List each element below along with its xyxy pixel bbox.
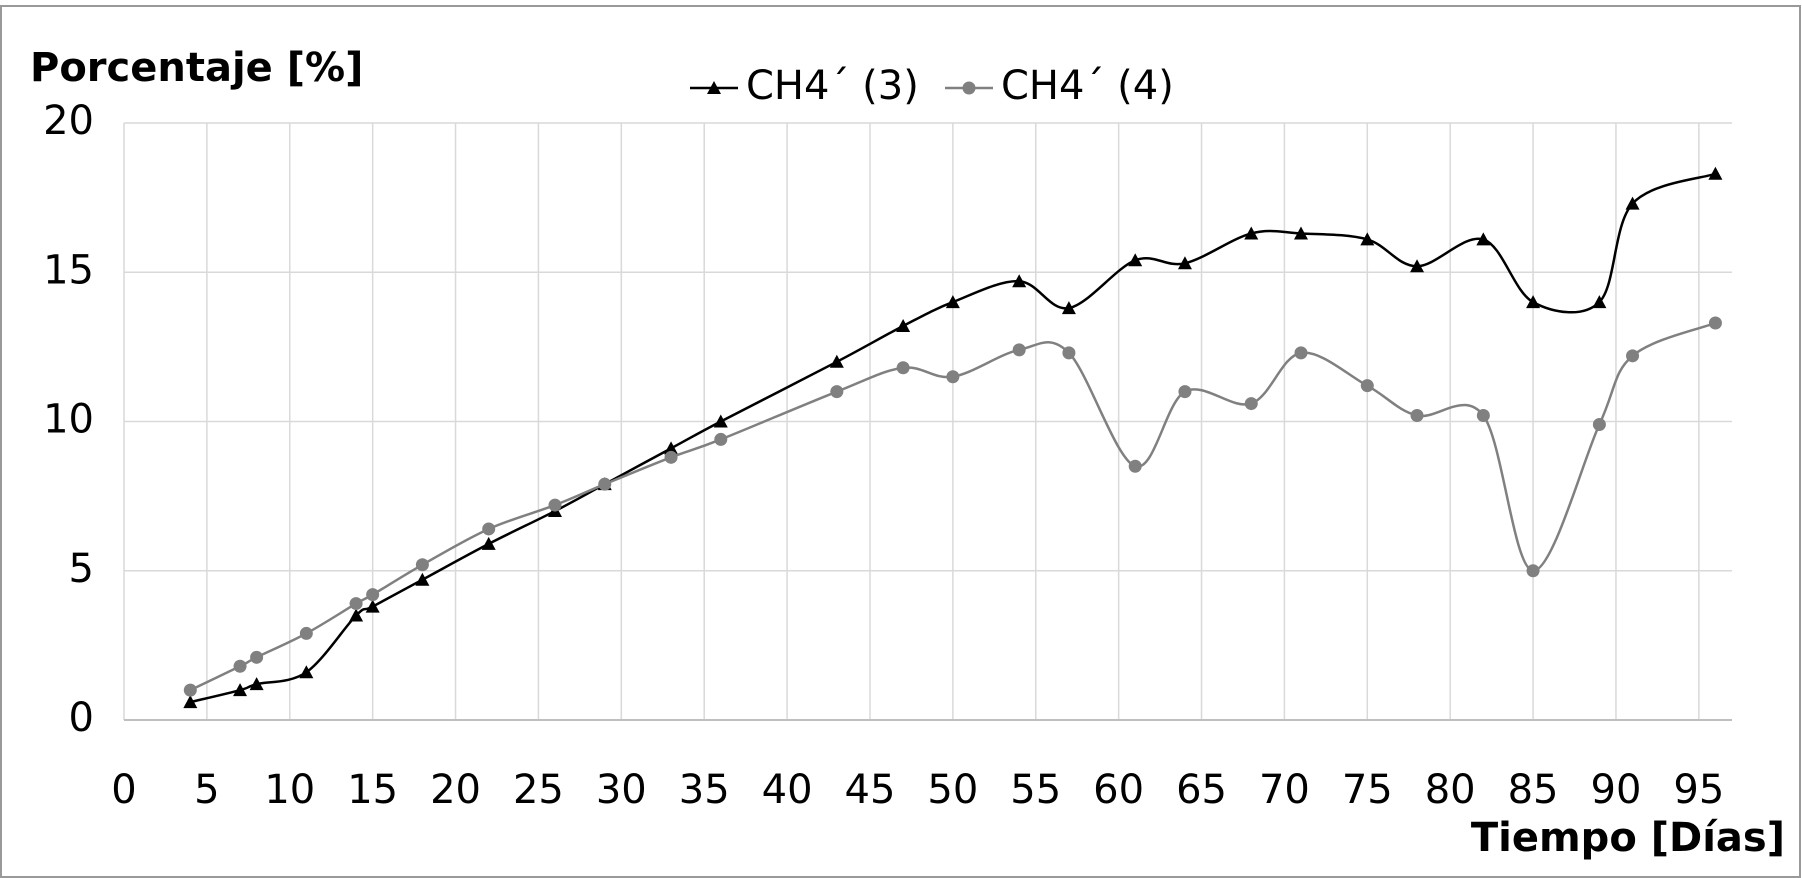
marker xyxy=(946,370,960,384)
marker xyxy=(1708,166,1723,180)
marker xyxy=(1178,385,1192,399)
marker xyxy=(233,683,248,697)
x-tick-label: 75 xyxy=(1342,767,1393,813)
marker xyxy=(945,295,960,309)
x-tick-label: 95 xyxy=(1673,767,1724,813)
marker xyxy=(1592,295,1607,309)
marker xyxy=(1012,343,1026,357)
marker xyxy=(1526,295,1541,309)
marker xyxy=(299,626,313,640)
marker xyxy=(1476,232,1491,246)
marker xyxy=(1592,417,1606,431)
x-tick-label: 65 xyxy=(1176,767,1227,813)
marker xyxy=(1294,346,1308,360)
marker xyxy=(250,650,264,664)
marker xyxy=(415,572,430,586)
marker xyxy=(233,659,247,673)
marker xyxy=(1626,349,1640,363)
marker xyxy=(548,498,562,512)
marker xyxy=(664,441,679,455)
x-tick-label: 55 xyxy=(1010,767,1061,813)
marker xyxy=(481,536,496,550)
x-tick-label: 70 xyxy=(1259,767,1310,813)
marker xyxy=(664,450,678,464)
marker xyxy=(1177,256,1192,270)
marker xyxy=(1476,409,1490,423)
x-tick-label: 10 xyxy=(264,767,315,813)
marker xyxy=(714,432,728,446)
x-tick-label: 50 xyxy=(927,767,978,813)
y-tick-label: 10 xyxy=(43,397,94,443)
x-tick-label: 25 xyxy=(513,767,564,813)
marker xyxy=(1128,459,1142,473)
marker xyxy=(1410,259,1425,273)
marker xyxy=(366,588,380,602)
marker xyxy=(1625,196,1640,210)
marker xyxy=(598,477,612,491)
y-axis-label: Porcentaje [%] xyxy=(30,45,363,91)
marker xyxy=(365,599,380,613)
y-tick-label: 15 xyxy=(43,247,94,293)
x-tick-label: 45 xyxy=(845,767,896,813)
x-tick-label: 35 xyxy=(679,767,730,813)
x-tick-label: 15 xyxy=(347,767,398,813)
x-tick-label: 60 xyxy=(1093,767,1144,813)
marker xyxy=(349,597,363,611)
marker xyxy=(1128,253,1143,267)
marker xyxy=(830,385,844,399)
marker xyxy=(896,318,911,332)
x-tick-label: 90 xyxy=(1591,767,1642,813)
x-axis-label: Tiempo [Días] xyxy=(1471,815,1785,861)
marker xyxy=(1244,397,1258,411)
marker xyxy=(249,677,264,691)
y-tick-label: 0 xyxy=(69,695,94,741)
legend-marker xyxy=(707,81,721,94)
marker xyxy=(1360,232,1375,246)
y-tick-label: 5 xyxy=(69,546,94,592)
x-tick-label: 0 xyxy=(111,767,136,813)
marker xyxy=(1360,379,1374,393)
marker xyxy=(1526,564,1540,578)
y-tick-label: 20 xyxy=(43,98,94,144)
marker xyxy=(183,683,197,697)
marker xyxy=(1410,409,1424,423)
marker xyxy=(299,665,314,679)
x-tick-label: 5 xyxy=(194,767,219,813)
marker xyxy=(1244,226,1259,240)
legend-label: CH4´ (4) xyxy=(1001,63,1174,109)
marker xyxy=(1061,301,1076,315)
marker xyxy=(1293,226,1308,240)
marker xyxy=(183,695,198,709)
marker xyxy=(1062,346,1076,360)
marker xyxy=(415,558,429,572)
x-tick-label: 20 xyxy=(430,767,481,813)
legend-label: CH4´ (3) xyxy=(746,63,919,109)
legend-marker xyxy=(962,81,976,95)
marker xyxy=(482,522,496,536)
marker xyxy=(349,608,364,622)
marker xyxy=(1708,316,1722,330)
x-tick-label: 85 xyxy=(1508,767,1559,813)
x-tick-label: 80 xyxy=(1425,767,1476,813)
marker xyxy=(713,414,728,428)
marker xyxy=(829,354,844,368)
x-tick-label: 40 xyxy=(762,767,813,813)
marker xyxy=(896,361,910,375)
x-tick-label: 30 xyxy=(596,767,647,813)
marker xyxy=(1012,274,1027,288)
chart-border xyxy=(0,5,1801,878)
